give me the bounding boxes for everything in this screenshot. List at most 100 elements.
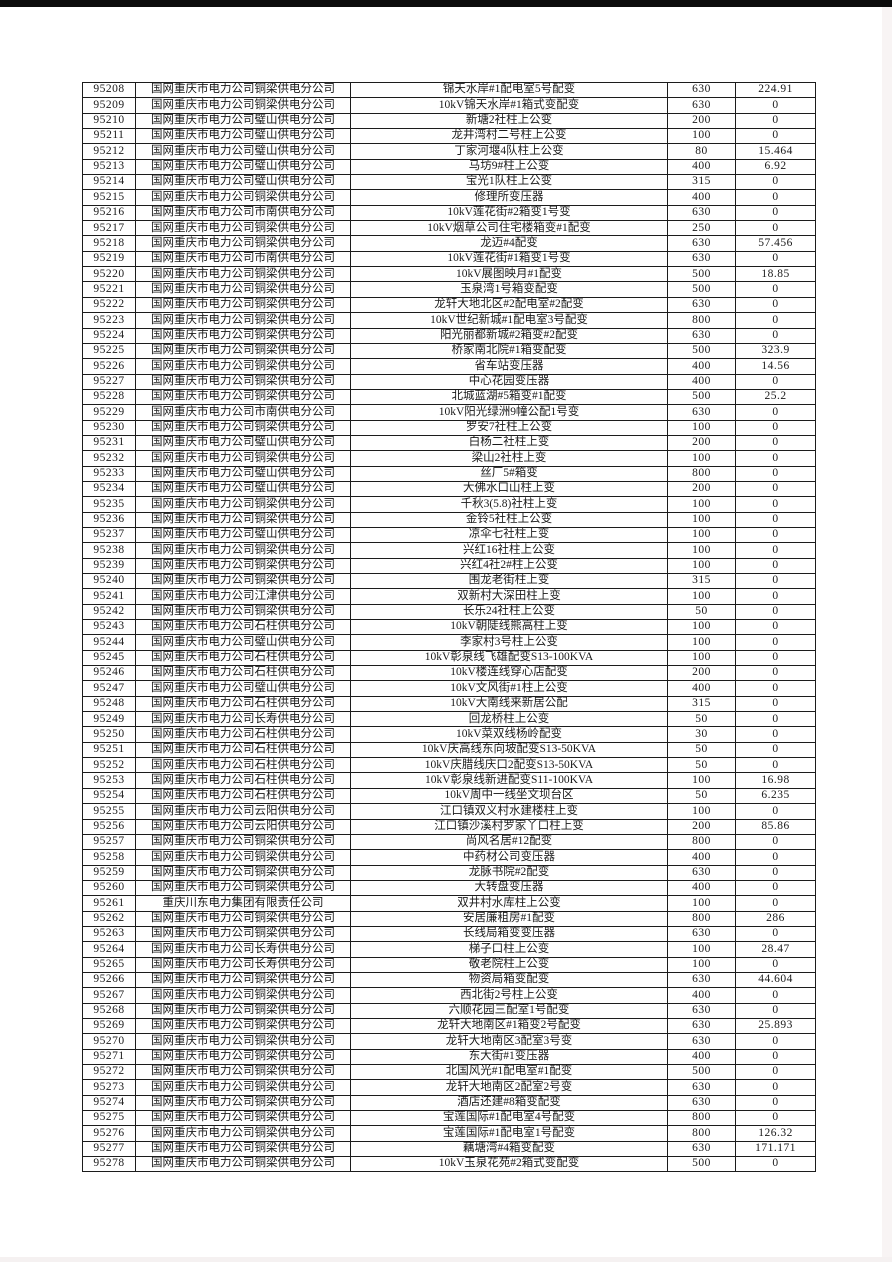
device-name-cell: 阳光丽都新城#2箱变#2配变 xyxy=(350,327,668,344)
value-cell: 0 xyxy=(735,526,816,544)
device-name-cell: 10kV周中一线坐文坝台区 xyxy=(350,787,668,805)
value-cell: 0 xyxy=(735,833,816,851)
value-cell: 0 xyxy=(735,112,816,130)
device-name-cell: 大佛水口山柱上变 xyxy=(350,480,668,498)
company-cell: 国网重庆市电力公司铜梁供电分公司 xyxy=(135,1048,351,1066)
capacity-cell: 100 xyxy=(667,649,736,667)
device-name-cell: 玉泉湾1号箱变配变 xyxy=(350,281,668,298)
capacity-cell: 100 xyxy=(667,772,736,789)
device-name-cell: 回龙桥柱上公变 xyxy=(350,711,668,728)
table-row: 95256 国网重庆市电力公司云阳供电分公司 江口镇沙溪村罗家丫口柱上变 200 85.… xyxy=(82,818,816,835)
device-name-cell: 龙井湾村二号柱上公变 xyxy=(350,128,668,145)
value-cell: 0 xyxy=(735,711,816,728)
row-id-cell: 95273 xyxy=(82,1079,136,1096)
value-cell: 25.893 xyxy=(735,1017,816,1035)
company-cell: 国网重庆市电力公司璧山供电分公司 xyxy=(135,174,351,191)
row-id-cell: 95238 xyxy=(82,542,136,559)
row-id-cell: 95258 xyxy=(82,849,136,866)
company-cell: 国网重庆市电力公司铜梁供电分公司 xyxy=(135,1033,351,1050)
company-cell: 国网重庆市电力公司石柱供电分公司 xyxy=(135,787,351,805)
table-row: 95248 国网重庆市电力公司石柱供电分公司 10kV大南线来新居公配 315 0 xyxy=(82,695,816,713)
capacity-cell: 800 xyxy=(667,1125,736,1142)
table-row: 95272 国网重庆市电力公司铜梁供电分公司 北国风光#1配电室#1配变 500 0 xyxy=(82,1063,816,1081)
company-cell: 国网重庆市电力公司铜梁供电分公司 xyxy=(135,1063,351,1081)
table-row: 95213 国网重庆市电力公司璧山供电分公司 马坊9#柱上公变 400 6.92 xyxy=(82,158,816,176)
value-cell: 0 xyxy=(735,757,816,774)
company-cell: 国网重庆市电力公司铜梁供电分公司 xyxy=(135,189,351,206)
table-row: 95224 国网重庆市电力公司铜梁供电分公司 阳光丽都新城#2箱变#2配变 630 0 xyxy=(82,327,816,344)
row-id-cell: 95254 xyxy=(82,787,136,805)
device-name-cell: 金铃5社柱上公变 xyxy=(350,511,668,528)
row-id-cell: 95274 xyxy=(82,1094,136,1112)
table-row: 95209 国网重庆市电力公司铜梁供电分公司 10kV锦天水岸#1箱式变配变 630 0 xyxy=(82,97,816,114)
company-cell: 国网重庆市电力公司长寿供电分公司 xyxy=(135,941,351,958)
capacity-cell: 315 xyxy=(667,174,736,191)
company-cell: 国网重庆市电力公司铜梁供电分公司 xyxy=(135,81,351,99)
capacity-cell: 100 xyxy=(667,511,736,528)
company-cell: 国网重庆市电力公司璧山供电分公司 xyxy=(135,434,351,452)
device-name-cell: 凉伞七社柱上变 xyxy=(350,526,668,544)
table-row: 95246 国网重庆市电力公司石柱供电分公司 10kV楼连线穿心店配变 200 0 xyxy=(82,665,816,682)
value-cell: 0 xyxy=(735,312,816,329)
device-name-cell: 10kV展图映月#1配变 xyxy=(350,266,668,283)
value-cell: 0 xyxy=(735,803,816,820)
company-cell: 国网重庆市电力公司铜梁供电分公司 xyxy=(135,97,351,114)
value-cell: 0 xyxy=(735,281,816,298)
device-name-cell: 北城蓝湖#5箱变#1配变 xyxy=(350,388,668,406)
device-name-cell: 锦天水岸#1配电室5号配变 xyxy=(350,81,668,99)
company-cell: 国网重庆市电力公司铜梁供电分公司 xyxy=(135,1017,351,1035)
device-name-cell: 西北街2号柱上公变 xyxy=(350,987,668,1004)
value-cell: 171.171 xyxy=(735,1140,816,1158)
company-cell: 国网重庆市电力公司铜梁供电分公司 xyxy=(135,572,351,590)
device-name-cell: 双井村水库柱上公变 xyxy=(350,895,668,912)
row-id-cell: 95278 xyxy=(82,1156,136,1173)
table-row: 95245 国网重庆市电力公司石柱供电分公司 10kV彰泉线飞雄配变S13-100K… xyxy=(82,649,816,667)
table-row: 95244 国网重庆市电力公司璧山供电分公司 李家村3号柱上公变 100 0 xyxy=(82,634,816,651)
value-cell: 0 xyxy=(735,373,816,390)
table-row: 95212 国网重庆市电力公司璧山供电分公司 丁家河堰4队柱上公变 80 15.464 xyxy=(82,143,816,160)
device-name-cell: 10kV莲花街#2箱变1号变 xyxy=(350,204,668,222)
table-row: 95225 国网重庆市电力公司铜梁供电分公司 桥家南北院#1箱变配变 500 323.9 xyxy=(82,342,816,360)
capacity-cell: 630 xyxy=(667,864,736,881)
table-row: 95218 国网重庆市电力公司铜梁供电分公司 龙迈#4配变 630 57.456 xyxy=(82,235,816,252)
table-row: 95227 国网重庆市电力公司铜梁供电分公司 中心花园变压器 400 0 xyxy=(82,373,816,390)
capacity-cell: 800 xyxy=(667,312,736,329)
table-row: 95254 国网重庆市电力公司石柱供电分公司 10kV周中一线坐文坝台区 50 6.23… xyxy=(82,787,816,805)
table-row: 95261 重庆川东电力集团有限责任公司 双井村水库柱上公变 100 0 xyxy=(82,895,816,912)
company-cell: 国网重庆市电力公司铜梁供电分公司 xyxy=(135,388,351,406)
row-id-cell: 95216 xyxy=(82,204,136,222)
row-id-cell: 95269 xyxy=(82,1017,136,1035)
page-bottom-edge xyxy=(0,1257,892,1262)
table-row: 95267 国网重庆市电力公司铜梁供电分公司 西北街2号柱上公变 400 0 xyxy=(82,987,816,1004)
device-name-cell: 10kV阳光绿洲9幢公配1号变 xyxy=(350,404,668,421)
capacity-cell: 315 xyxy=(667,572,736,590)
capacity-cell: 100 xyxy=(667,956,736,973)
company-cell: 国网重庆市电力公司铜梁供电分公司 xyxy=(135,971,351,989)
capacity-cell: 200 xyxy=(667,480,736,498)
company-cell: 国网重庆市电力公司铜梁供电分公司 xyxy=(135,373,351,390)
table-row: 95269 国网重庆市电力公司铜梁供电分公司 龙轩大地南区#1箱变2号配变 630 25… xyxy=(82,1017,816,1035)
company-cell: 国网重庆市电力公司石柱供电分公司 xyxy=(135,741,351,759)
company-cell: 国网重庆市电力公司云阳供电分公司 xyxy=(135,803,351,820)
device-name-cell: 梯子口柱上公变 xyxy=(350,941,668,958)
device-name-cell: 宝莲国际#1配电室4号配变 xyxy=(350,1110,668,1127)
company-cell: 国网重庆市电力公司铜梁供电分公司 xyxy=(135,266,351,283)
row-id-cell: 95228 xyxy=(82,388,136,406)
value-cell: 0 xyxy=(735,97,816,114)
device-name-cell: 梁山2社柱上变 xyxy=(350,450,668,467)
row-id-cell: 95230 xyxy=(82,419,136,436)
value-cell: 0 xyxy=(735,649,816,667)
table-row: 95236 国网重庆市电力公司铜梁供电分公司 金铃5社柱上公变 100 0 xyxy=(82,511,816,528)
company-cell: 国网重庆市电力公司璧山供电分公司 xyxy=(135,143,351,160)
value-cell: 0 xyxy=(735,250,816,268)
device-name-cell: 10kV庆高线东向坡配变S13-50KVA xyxy=(350,741,668,759)
capacity-cell: 630 xyxy=(667,1002,736,1019)
device-name-cell: 江口镇双义村水建楼柱上变 xyxy=(350,803,668,820)
value-cell: 14.56 xyxy=(735,358,816,375)
device-name-cell: 敬老院柱上公变 xyxy=(350,956,668,973)
device-name-cell: 尚风名居#12配变 xyxy=(350,833,668,851)
device-name-cell: 龙轩大地南区3配室3号变 xyxy=(350,1033,668,1050)
company-cell: 国网重庆市电力公司铜梁供电分公司 xyxy=(135,557,351,575)
device-name-cell: 10kV彰泉线飞雄配变S13-100KVA xyxy=(350,649,668,667)
company-cell: 国网重庆市电力公司铜梁供电分公司 xyxy=(135,910,351,927)
